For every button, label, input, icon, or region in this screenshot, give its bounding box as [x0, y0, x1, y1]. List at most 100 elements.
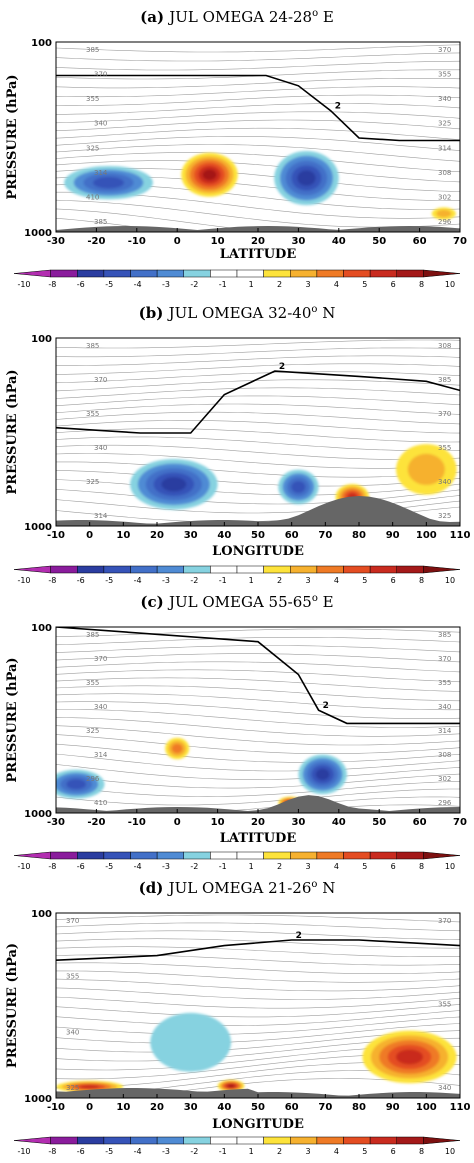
- colorbar-label: 8: [419, 576, 424, 585]
- colorbar-swatch: [396, 565, 424, 574]
- contour-label: 302: [438, 193, 451, 201]
- isentrope-contour: [56, 954, 460, 966]
- plot-area: 2 370 355 340 325 370 355 340: [56, 913, 460, 1098]
- isentrope-contour: [56, 127, 460, 140]
- isentrope-contour: [56, 781, 460, 797]
- omega-feature-1: [165, 737, 190, 760]
- colorbar-swatch: [290, 1136, 318, 1145]
- contour-label: 385: [438, 376, 451, 384]
- colorbar-label: 3: [305, 576, 310, 585]
- contour-label: 340: [94, 120, 107, 128]
- isentrope-contour: [56, 436, 460, 451]
- isentrope-contour: [56, 347, 460, 358]
- isentrope-contour: [56, 144, 460, 162]
- colorbar-swatch: [263, 851, 291, 860]
- colorbar-swatch: [103, 269, 131, 278]
- colorbar-swatch: [316, 565, 344, 574]
- colorbar-label: -8: [48, 576, 56, 585]
- contour-label: 308: [438, 751, 451, 759]
- contour-label: 410: [94, 799, 107, 807]
- panel-title-degree: o: [312, 593, 318, 604]
- x-tick-label: -10: [47, 1102, 65, 1113]
- colorbar-label: 1: [249, 862, 254, 871]
- plot-background: [56, 42, 460, 232]
- isentrope-contour: [56, 645, 460, 653]
- isentrope-contour: [56, 339, 460, 349]
- colorbar-swatch: [423, 269, 461, 278]
- tropopause-label: 2: [323, 701, 329, 711]
- colorbar-label: 2: [277, 576, 282, 585]
- contour-label: 296: [438, 799, 452, 807]
- plot-area: 2 385 370 355 340 325 314 410 385 370 355 340 325 314…: [56, 42, 460, 232]
- isentrope-contour: [56, 420, 460, 434]
- isentrope-contour: [56, 930, 460, 940]
- colorbar-swatch: [156, 1136, 184, 1145]
- colorbar-swatch: [13, 565, 51, 574]
- colorbar-swatch: [396, 851, 424, 860]
- x-tick-label: 30: [184, 1102, 198, 1113]
- colorbar-swatch: [290, 851, 318, 860]
- colorbar-label: 6: [391, 862, 396, 871]
- contour-label: 355: [86, 410, 99, 418]
- colorbar-swatch: [130, 269, 158, 278]
- colorbar-label: -10: [17, 280, 30, 289]
- contour-label: 370: [66, 917, 79, 925]
- contour-label: 370: [438, 410, 451, 418]
- colorbar-swatch: [210, 269, 238, 278]
- plot-area: 2 385 370 355 340 325 314 296 410 385 370 355 340 314…: [56, 627, 460, 813]
- isentrope-contour: [56, 160, 460, 183]
- omega-feature-3: [362, 1030, 457, 1084]
- y-tick-label: 100: [31, 623, 52, 634]
- colorbar-swatch: [77, 1136, 105, 1145]
- omega-level-5: [396, 1049, 423, 1065]
- topography: [56, 496, 460, 526]
- colorbar-swatch: [369, 269, 397, 278]
- isentrope-contour: [56, 1023, 460, 1044]
- x-tick-label: 60: [285, 530, 299, 541]
- plot-background: [56, 627, 460, 813]
- isentrope-contour: [56, 725, 460, 746]
- contour-label: 325: [86, 478, 99, 486]
- colorbar-label: 4: [334, 280, 339, 289]
- colorbar-label: -6: [77, 576, 85, 585]
- isentrope-contour: [56, 788, 460, 806]
- x-tick-label: 50: [372, 817, 386, 828]
- x-tick-label: -30: [47, 817, 65, 828]
- panel-letter: (d): [139, 879, 169, 897]
- x-tick-label: 40: [217, 1102, 231, 1113]
- tropopause-label: 2: [296, 931, 302, 941]
- contour-label: 355: [438, 1001, 451, 1009]
- panel-title-text: JUL OMEGA 32-40: [167, 304, 312, 322]
- contour-label: 308: [438, 342, 451, 350]
- colorbar-label: -5: [105, 576, 113, 585]
- colorbar-label: -4: [134, 576, 142, 585]
- tropopause-label: 2: [335, 102, 341, 112]
- colorbar-swatch: [183, 565, 211, 574]
- colorbar-label: -5: [105, 862, 113, 871]
- isentrope-contour: [56, 119, 460, 131]
- colorbar-swatch: [77, 565, 105, 574]
- isentrope-contour: [56, 94, 460, 106]
- isentrope-contour: [56, 403, 460, 415]
- x-tick-label: 60: [413, 236, 427, 247]
- x-tick-label: 100: [416, 530, 437, 541]
- x-axis-label: LONGITUDE: [212, 1117, 304, 1132]
- isentrope-contour: [56, 970, 460, 983]
- panel-letter: (c): [140, 593, 169, 611]
- colorbar-swatch: [263, 565, 291, 574]
- omega-feature-0: [56, 769, 105, 799]
- x-tick-label: 70: [453, 817, 467, 828]
- isentrope-contour: [56, 444, 460, 460]
- topography: [56, 795, 460, 813]
- x-tick-label: 10: [211, 817, 225, 828]
- colorbar-swatch: [50, 565, 78, 574]
- colorbar-swatch: [316, 851, 344, 860]
- colorbar-label: -1: [219, 1147, 227, 1156]
- colorbar-label: -3: [162, 280, 170, 289]
- isentrope-contour: [56, 764, 460, 780]
- isentrope-contour: [56, 395, 460, 407]
- colorbar-swatch: [290, 269, 318, 278]
- x-tick-label: 20: [150, 530, 164, 541]
- colorbar-swatch: [210, 851, 238, 860]
- colorbar-label: -10: [17, 862, 30, 871]
